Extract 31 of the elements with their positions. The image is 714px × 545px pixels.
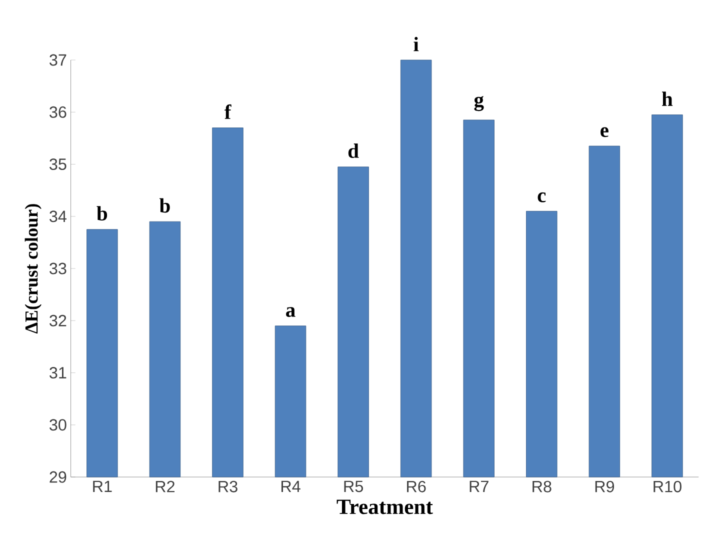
x-tick-label: R4: [281, 480, 300, 492]
x-tick-label: R1: [93, 480, 112, 492]
annotation: i: [414, 37, 419, 52]
x-tick-label: R9: [595, 480, 614, 492]
annotation: c: [538, 192, 546, 202]
y-axis-title: ΔE(crust colour): [24, 204, 42, 334]
annotation: b: [160, 198, 170, 213]
x-tick-label: R3: [218, 480, 238, 492]
y-tick-label: 36: [50, 106, 66, 118]
y-tick-label: 37: [50, 54, 66, 66]
annotation: b: [96, 206, 108, 221]
annotation: d: [348, 144, 359, 158]
x-tick-label: R10: [654, 480, 682, 492]
x-tick-label: R7: [470, 480, 488, 492]
annotation: f: [224, 104, 232, 120]
x-tick-label: R2: [156, 480, 175, 492]
annotation: g: [474, 96, 484, 112]
annotation: a: [286, 307, 296, 318]
y-tick-label: 33: [50, 262, 66, 274]
x-tick-label: R8: [532, 480, 552, 492]
y-tick-label: 31: [50, 367, 66, 379]
x-tick-label: R6: [407, 480, 426, 492]
y-tick-label: 35: [50, 158, 66, 170]
x-tick-label: R5: [344, 480, 363, 492]
y-tick-label: 30: [50, 419, 66, 431]
y-tick-label: 34: [50, 210, 66, 222]
annotation: e: [600, 127, 608, 138]
x-axis-title: Treatment: [336, 500, 433, 514]
y-tick-label: 32: [50, 315, 66, 327]
annotation: h: [662, 92, 673, 106]
y-tick-label: 29: [50, 471, 66, 483]
